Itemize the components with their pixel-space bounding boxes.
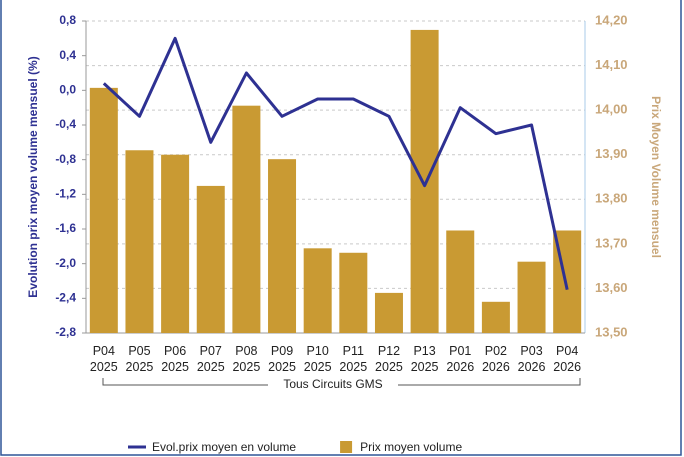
bar <box>517 261 546 333</box>
y-tick-label: -1,2 <box>55 187 76 201</box>
bar <box>268 159 297 333</box>
bar <box>410 29 439 334</box>
y-tick-label: 0,4 <box>59 48 76 62</box>
x-tick-line: 2026 <box>518 360 546 374</box>
x-tick-label: P13 2025 <box>411 344 439 374</box>
x-tick-label: P08 2025 <box>232 344 260 374</box>
x-tick-label: P03 2026 <box>518 344 546 374</box>
x-tick-line: 2025 <box>268 360 296 374</box>
x-tick-line: P06 <box>164 344 186 358</box>
y2-tick-label: 13,80 <box>595 191 628 206</box>
x-tick-line: 2025 <box>304 360 332 374</box>
x-tick-line: P12 <box>378 344 400 358</box>
x-tick-line: P04 <box>556 344 578 358</box>
x-tick-line: 2025 <box>90 360 118 374</box>
y-tick-label: -0,8 <box>55 152 76 166</box>
x-tick-line: P02 <box>485 344 507 358</box>
y2-tick-label: 13,50 <box>595 324 628 339</box>
x-tick-label: P09 2025 <box>268 344 296 374</box>
x-tick-line: 2025 <box>161 360 189 374</box>
x-tick-label: P06 2025 <box>161 344 189 374</box>
x-tick-line: 2025 <box>197 360 225 374</box>
bar <box>232 105 261 333</box>
x-tick-label: P10 2025 <box>304 344 332 374</box>
legend-label: Prix moyen volume <box>360 440 462 454</box>
y-tick-label: 0,0 <box>59 83 76 97</box>
bar <box>161 154 190 333</box>
y2-tick-label: 13,60 <box>595 280 628 295</box>
y-tick-label: -2,4 <box>55 291 76 305</box>
x-tick-label: P01 2026 <box>446 344 474 374</box>
y2-axis-title: Prix Moyen Volume mensuel <box>649 96 663 258</box>
x-tick-line: P07 <box>200 344 222 358</box>
group-label-bg <box>268 377 398 393</box>
y-tick-label: -0,4 <box>55 117 76 131</box>
y2-tick-label: 13,90 <box>595 146 628 161</box>
group-label: Tous Circuits GMS <box>283 377 382 391</box>
x-tick-line: 2025 <box>126 360 154 374</box>
x-tick-label: P07 2025 <box>197 344 225 374</box>
legend-swatch <box>340 441 353 453</box>
x-tick-line: 2026 <box>446 360 474 374</box>
y2-tick-label: 14,00 <box>595 102 628 117</box>
x-tick-line: P05 <box>128 344 150 358</box>
bar <box>374 292 403 333</box>
x-tick-label: P04 2026 <box>553 344 581 374</box>
bar <box>339 252 368 333</box>
y2-tick-label: 14,10 <box>595 57 628 72</box>
legend-label: Evol.prix moyen en volume <box>152 440 296 454</box>
x-tick-line: P04 <box>93 344 115 358</box>
y-axis-title: Evolution prix moyen volume mensuel (%) <box>26 56 40 297</box>
x-tick-label: P04 2025 <box>90 344 118 374</box>
bar <box>446 230 475 333</box>
x-tick-label: P12 2025 <box>375 344 403 374</box>
y-tick-label: -1,6 <box>55 221 76 235</box>
x-tick-line: 2026 <box>482 360 510 374</box>
bar <box>125 150 154 333</box>
x-tick-line: 2025 <box>411 360 439 374</box>
x-tick-line: P11 <box>343 344 364 358</box>
x-tick-line: 2025 <box>339 360 367 374</box>
x-tick-line: P08 <box>235 344 257 358</box>
bar <box>481 301 510 333</box>
x-tick-label: P02 2026 <box>482 344 510 374</box>
x-tick-line: 2026 <box>553 360 581 374</box>
x-tick-line: 2025 <box>375 360 403 374</box>
line <box>102 36 569 290</box>
x-tick-label: P05 2025 <box>126 344 154 374</box>
x-tick-line: P09 <box>271 344 293 358</box>
x-tick-label: P11 2025 <box>339 344 367 374</box>
x-tick-line: P03 <box>520 344 542 358</box>
x-tick-line: 2025 <box>232 360 260 374</box>
y2-tick-label: 13,70 <box>595 235 628 250</box>
x-tick-line: P10 <box>307 344 329 358</box>
y-tick-label: -2,0 <box>55 256 76 270</box>
y2-tick-label: 14,20 <box>595 12 628 27</box>
y-tick-label: -2,8 <box>55 325 76 339</box>
bar <box>89 87 118 333</box>
bar <box>303 248 332 333</box>
x-tick-line: P01 <box>449 344 471 358</box>
bar <box>196 185 225 333</box>
y-tick-label: 0,8 <box>59 13 76 27</box>
x-tick-line: P13 <box>413 344 435 358</box>
